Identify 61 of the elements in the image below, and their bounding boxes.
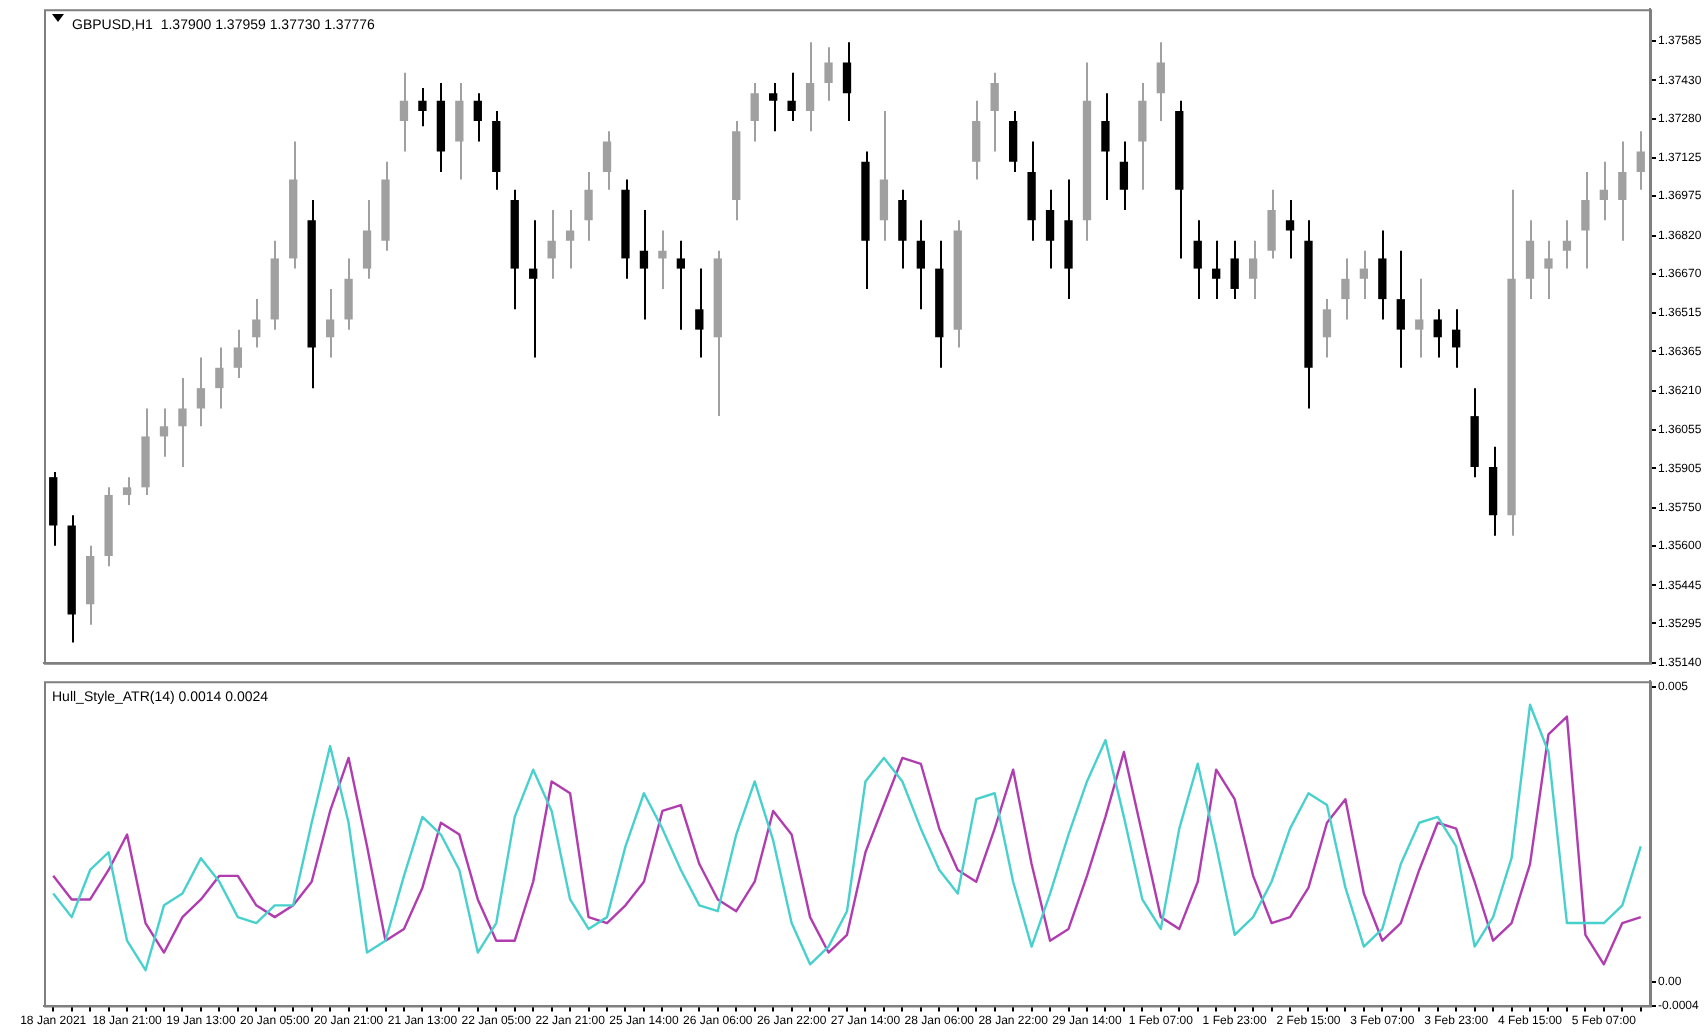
candlestick [1008,109,1018,173]
candlestick [1156,41,1165,123]
candlestick [1599,160,1608,222]
candlestick [1544,239,1553,301]
candlestick [639,209,649,321]
candlestick [1285,198,1295,260]
candlestick [1322,298,1332,359]
candlestick [1618,140,1627,242]
candlestick [325,287,335,359]
candlestick [1452,308,1461,369]
candlestick [1193,219,1202,301]
candlestick [695,267,704,359]
candlestick [1101,92,1110,201]
candlestick [787,71,796,123]
candlestick [824,46,833,102]
candlestick [252,298,261,349]
candlestick [1230,239,1239,301]
candlestick [1636,130,1645,191]
candlestick [455,81,464,181]
candlestick [362,198,372,280]
candlestick [769,81,778,133]
candlestick [565,209,575,270]
candlestick [529,219,538,359]
candlestick [196,356,206,428]
candlestick [842,41,852,123]
candlestick [1378,229,1387,321]
candlestick [1562,219,1572,270]
candlestick [750,81,759,143]
candlestick [898,188,907,270]
candlestick [122,476,132,507]
candlestick [1267,188,1276,260]
candlestick [1248,239,1258,301]
candlestick [418,87,427,128]
candlestick [1045,188,1055,270]
candlestick [602,130,612,191]
candlestick [1212,239,1221,301]
candlestick [1119,140,1129,212]
candlestick [1138,81,1147,191]
candlestick [1433,308,1442,359]
candlestick [990,71,999,153]
candlestick [805,41,815,133]
candlestick [159,407,169,458]
candlestick [399,71,409,153]
candlestick [658,229,667,290]
candlestick [1581,170,1590,270]
candlestick [1396,249,1405,369]
candlestick [344,257,353,331]
candlestick [215,346,224,410]
candlestick [1415,277,1424,359]
candlestick [972,99,981,181]
candlestick [178,376,187,468]
candlestick [584,170,593,242]
candlestick [1359,249,1369,301]
candlestick [676,239,686,331]
candlestick [1525,219,1535,301]
candlestick [473,92,482,143]
candlestick [547,209,556,280]
candlestick [879,109,889,242]
candlestick [1341,257,1350,321]
candlestick [916,219,925,311]
candlestick [233,328,242,379]
